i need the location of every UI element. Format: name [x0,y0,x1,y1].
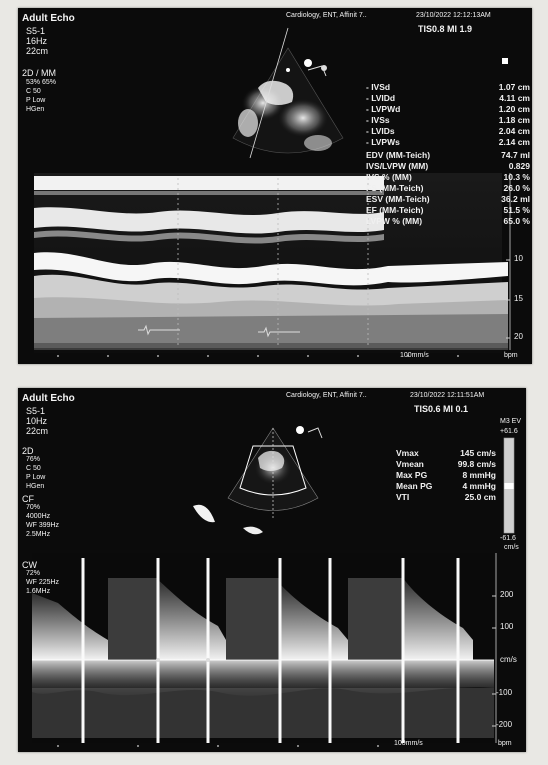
compression-label: C 50 [26,465,41,472]
exam-title: Adult Echo [22,393,75,404]
depth-label: 22cm [26,46,49,56]
colorbar-max: +61.6 [500,428,518,435]
ti-mi-label: TIS0.6 MI 0.1 [414,404,469,414]
compression-label: C 50 [26,88,41,95]
depth-tick: 15 [514,294,523,303]
institution-label: Cardiology, ENT, Affinit 7.. [286,12,367,19]
mmode-measurements: - IVSd 1.07 cm - LVIDd 4.11 cm - LVPWd 1.20… [366,82,530,226]
doppler-panel: Adult Echo S5-1 10Hz 22cm 2D 76% C 50 P … [18,388,526,752]
institution-label: Cardiology, ENT, Affinit 7.. [286,392,367,399]
cw-gain: 72% [26,570,41,577]
date-time: 23/10/2022 12:11:51AM [410,392,485,399]
cw-label: CW [22,560,37,570]
gain-label: 53% 65% [26,79,56,86]
doppler-graphics [32,426,515,747]
bpm-label: bpm [504,352,518,359]
velocity-unit: cm/s [500,655,517,664]
frame-rate: 10Hz [26,416,48,426]
velocity-tick: 200 [500,590,514,599]
probe-label: S5-1 [26,26,46,36]
bpm-label: bpm [498,740,512,747]
probe-label: S5-1 [26,406,46,416]
velocity-tick: -100 [496,688,513,697]
ti-mi-label: TIS0.8 MI 1.9 [418,24,473,34]
depth-tick: 10 [514,254,523,263]
exam-title: Adult Echo [22,13,75,24]
cf-label: CF [22,494,34,504]
cf-mode-label: M3 EV [500,418,522,425]
cw-mhz: 1.6MHz [26,588,51,595]
cf-frequency: 4000Hz [26,513,51,520]
gain-label: 76% [26,456,41,463]
power-label: P Low [26,474,46,481]
harmonic-label: HGen [26,483,45,490]
sweep-speed: 100mm/s [394,740,423,747]
mmode-graphics [34,27,511,357]
sweep-speed: 100mm/s [400,352,429,359]
wall-filter: WF 399Hz [26,522,60,529]
harmonic-label: HGen [26,106,45,113]
depth-label: 22cm [26,426,49,436]
mmode-panel: Adult Echo S5-1 16Hz 22cm 2D / MM 53% 65… [18,8,532,364]
date-time: 23/10/2022 12:12:13AM [416,12,491,19]
transducer-mhz: 2.5MHz [26,531,51,538]
cf-gain: 70% [26,504,41,511]
power-label: P Low [26,97,46,104]
heart-thumbnail [232,27,344,159]
mode-2d-label: 2D [22,446,34,456]
colorbar-min: -61.6 [500,535,516,542]
colorbar-unit: cm/s [504,544,519,551]
cw-wall-filter: WF 225Hz [26,579,60,586]
velocity-tick: 100 [500,622,514,631]
frame-rate: 16Hz [26,36,48,46]
depth-tick: 20 [514,332,523,341]
doppler-measurements: Vmax 145 cm/s Vmean 99.8 cm/s Max PG 8 mmHg… [396,448,496,502]
mode-label: 2D / MM [22,68,57,78]
velocity-tick: -200 [496,720,513,729]
